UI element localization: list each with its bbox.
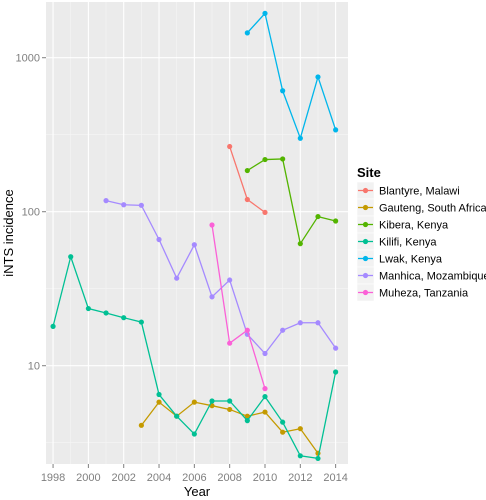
data-point — [297, 320, 303, 326]
x-tick-label: 1998 — [41, 472, 65, 484]
legend-label: Manhica, Mozambique — [379, 271, 486, 283]
data-point — [262, 10, 268, 16]
data-point — [315, 455, 321, 462]
data-point — [209, 294, 215, 300]
grid-major — [46, 2, 348, 464]
data-point — [244, 196, 250, 203]
y-axis-title: iNTS incidence — [1, 189, 16, 276]
data-point — [209, 222, 215, 228]
data-point — [121, 202, 127, 208]
data-point — [280, 327, 286, 333]
data-point — [297, 426, 303, 432]
x-tick-label: 2006 — [182, 472, 206, 484]
data-point — [156, 236, 162, 243]
x-tick-label: 2004 — [147, 472, 171, 484]
data-point — [244, 418, 250, 424]
x-tick-label: 2002 — [111, 472, 135, 484]
series-layer — [50, 10, 339, 462]
data-point — [103, 310, 109, 316]
data-point — [156, 399, 162, 405]
data-point — [244, 30, 250, 36]
y-tick-label: 1000 — [16, 53, 40, 65]
data-point — [191, 242, 197, 248]
y-tick-label: 100 — [22, 207, 40, 219]
legend-key-point — [362, 238, 369, 245]
legend-key-point — [362, 204, 369, 211]
data-point — [333, 127, 339, 133]
data-point — [244, 327, 250, 333]
data-point — [121, 315, 127, 321]
data-point — [227, 277, 233, 283]
data-point — [315, 74, 321, 80]
legend-label: Gauteng, South Africa — [379, 203, 486, 215]
legend-key-point — [362, 255, 369, 262]
data-point — [280, 419, 286, 425]
x-tick-label: 2008 — [217, 472, 241, 484]
data-point — [227, 398, 233, 404]
y-tick-label: 10 — [28, 361, 40, 373]
data-point — [315, 320, 321, 326]
series-line — [246, 12, 337, 141]
legend-label: Blantyre, Malawi — [379, 186, 460, 198]
data-point — [138, 422, 144, 428]
data-point — [262, 394, 268, 400]
x-tick-label: 2012 — [288, 472, 312, 484]
data-point — [244, 167, 250, 174]
data-point — [191, 399, 197, 405]
data-point — [68, 254, 74, 260]
data-point — [262, 209, 268, 215]
series-line — [246, 158, 336, 246]
data-point — [297, 453, 303, 459]
y-axis: 10 100 1000 — [16, 53, 46, 373]
data-point — [315, 213, 321, 220]
data-point — [209, 398, 215, 404]
data-point — [138, 202, 144, 208]
x-tick-label: 2010 — [253, 472, 277, 484]
x-tick-label: 2000 — [76, 472, 100, 484]
data-point — [333, 369, 339, 375]
legend-key-point — [362, 187, 369, 194]
legend-label: Kilifi, Kenya — [379, 237, 437, 249]
data-point — [262, 156, 268, 163]
x-axis: 1998 2000 2002 2004 2006 2008 2010 2012 2014 — [41, 464, 348, 484]
data-point — [227, 406, 233, 413]
legend-title: Site — [357, 165, 381, 180]
x-axis-title: Year — [184, 484, 211, 499]
data-point — [138, 319, 144, 325]
data-point — [333, 218, 339, 224]
data-point — [280, 429, 286, 435]
data-point — [50, 323, 56, 329]
data-point — [103, 198, 109, 204]
data-point — [227, 143, 233, 150]
legend-label: Lwak, Kenya — [379, 254, 443, 266]
legend-label: Kibera, Kenya — [379, 220, 449, 232]
data-point — [85, 305, 91, 312]
data-point — [280, 88, 286, 94]
data-point — [191, 431, 197, 437]
data-point — [156, 391, 162, 398]
legend-key-point — [362, 221, 369, 228]
data-point — [227, 340, 233, 346]
panel-background — [46, 2, 348, 464]
data-point — [174, 275, 180, 281]
x-tick-label: 2014 — [323, 472, 347, 484]
series-line — [211, 224, 266, 389]
data-point — [333, 345, 339, 351]
data-point — [297, 241, 303, 247]
data-point — [297, 135, 303, 141]
legend-key-point — [362, 289, 369, 296]
legend: Site Blantyre, Malawi Gauteng, South Afri… — [356, 165, 486, 302]
legend-key-point — [362, 272, 369, 279]
data-point — [262, 409, 268, 415]
data-point — [280, 156, 286, 162]
data-point — [244, 413, 250, 419]
data-point — [262, 386, 268, 392]
grid-minor — [46, 2, 348, 464]
data-point — [262, 350, 268, 357]
legend-label: Muheza, Tanzania — [379, 288, 469, 300]
data-point — [174, 413, 180, 419]
